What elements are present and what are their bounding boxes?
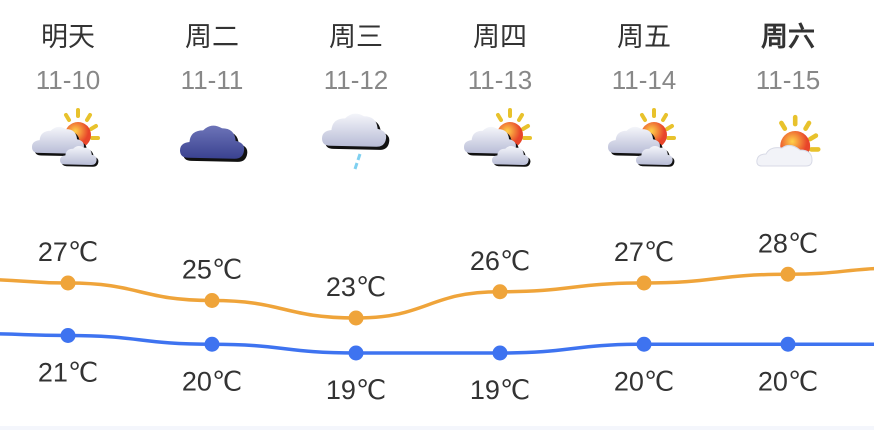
date-label: 11-14 xyxy=(611,65,677,95)
date-label: 11-15 xyxy=(755,65,821,95)
high-temp-label: 26℃ xyxy=(470,246,530,276)
low-temp-label: 19℃ xyxy=(470,375,530,405)
overcast-icon xyxy=(174,102,250,178)
high-temp-point xyxy=(204,293,220,308)
low-temp-point xyxy=(780,336,796,352)
date-label: 11-11 xyxy=(180,65,244,95)
high-temp-point xyxy=(636,275,652,291)
low-temp-point xyxy=(204,336,220,352)
day-label: 周二 xyxy=(185,22,239,53)
low-temp-point xyxy=(636,336,652,352)
low-temp-label: 20℃ xyxy=(758,366,818,396)
high-temp-line xyxy=(0,266,874,320)
low-temp-label: 20℃ xyxy=(182,366,242,396)
low-temp-point xyxy=(348,345,364,361)
light-rain-icon xyxy=(318,102,394,178)
day-label: 周四 xyxy=(473,22,527,53)
date-label: 11-13 xyxy=(467,65,533,95)
mostly-sunny-icon xyxy=(750,102,826,178)
high-temp-label: 25℃ xyxy=(182,255,242,285)
high-temp-label: 27℃ xyxy=(614,237,674,267)
date-label: 11-12 xyxy=(323,65,389,95)
bottom-divider xyxy=(0,426,874,430)
high-temp-label: 28℃ xyxy=(758,228,818,258)
day-label: 明天 xyxy=(41,22,95,53)
low-temp-point xyxy=(492,345,508,361)
date-label: 11-10 xyxy=(35,65,101,95)
low-temp-line xyxy=(0,332,874,355)
low-temp-label: 21℃ xyxy=(38,358,98,388)
day-label: 周五 xyxy=(617,22,671,53)
high-temp-point xyxy=(60,275,76,291)
low-temp-point xyxy=(60,328,76,343)
partly-cloudy-icon xyxy=(462,102,538,178)
high-temp-point xyxy=(492,284,508,300)
high-temp-label: 23℃ xyxy=(326,272,386,302)
low-temp-label: 19℃ xyxy=(326,375,386,405)
high-temp-label: 27℃ xyxy=(38,237,98,267)
high-temp-point xyxy=(780,266,796,282)
low-temp-label: 20℃ xyxy=(614,366,674,396)
partly-cloudy-icon xyxy=(606,102,682,178)
day-label: 周六 xyxy=(761,22,815,53)
partly-cloudy-icon xyxy=(30,102,106,178)
high-temp-point xyxy=(348,310,364,326)
day-label: 周三 xyxy=(329,22,383,53)
